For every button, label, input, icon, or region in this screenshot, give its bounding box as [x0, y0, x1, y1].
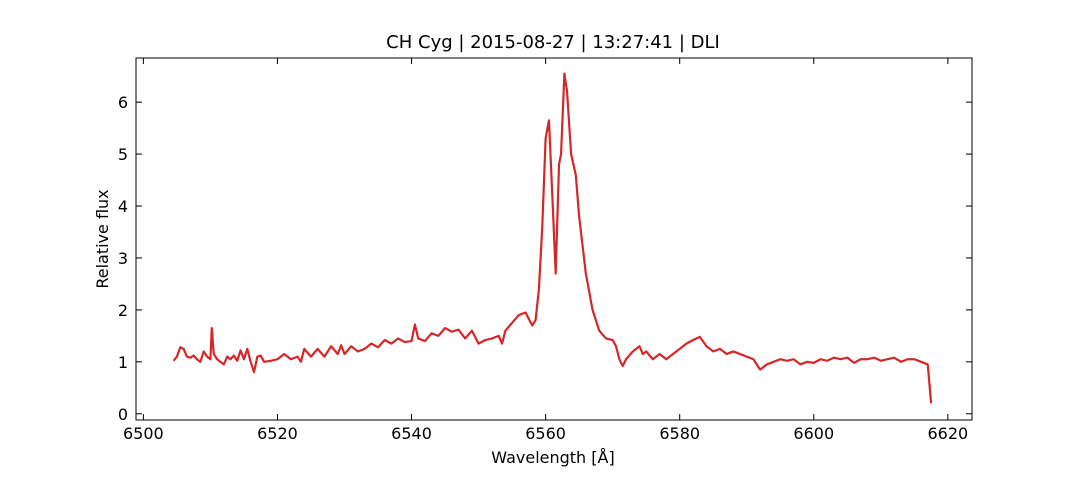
y-tick-label: 0: [118, 405, 128, 424]
x-tick-label: 6620: [928, 424, 969, 443]
x-tick-label: 6540: [391, 424, 432, 443]
y-tick-label: 3: [118, 249, 128, 268]
y-tick-label: 5: [118, 145, 128, 164]
x-tick-label: 6580: [659, 424, 700, 443]
x-tick-label: 6560: [525, 424, 566, 443]
chart-title: CH Cyg | 2015-08-27 | 13:27:41 | DLI: [386, 32, 720, 53]
x-tick-label: 6520: [257, 424, 298, 443]
y-tick-label: 4: [118, 197, 128, 216]
x-axis-label: Wavelength [Å]: [491, 448, 614, 467]
x-tick-label: 6600: [793, 424, 834, 443]
y-tick-label: 6: [118, 93, 128, 112]
spectrum-line: [172, 72, 933, 404]
y-tick-label: 1: [118, 353, 128, 372]
plot-frame: [135, 57, 973, 421]
y-tick-label: 2: [118, 301, 128, 320]
x-tick-label: 6500: [123, 424, 164, 443]
y-axis-label: Relative flux: [93, 189, 112, 288]
